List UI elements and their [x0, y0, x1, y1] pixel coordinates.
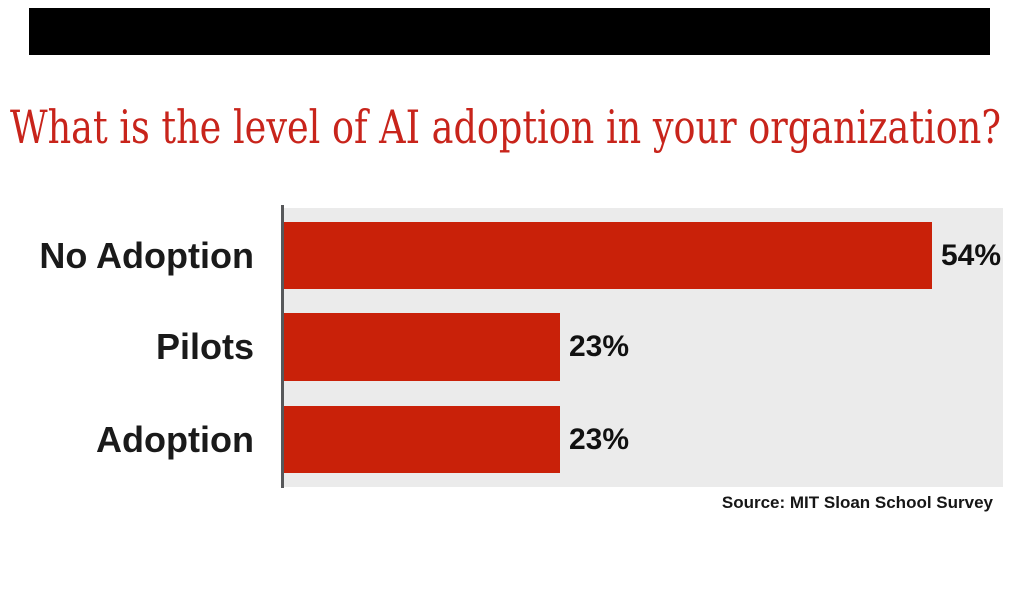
value-label: 23% [569, 330, 630, 363]
category-label: Pilots [155, 326, 254, 367]
chart-title: What is the level of AI adoption in your… [10, 100, 1001, 154]
bar-row: Pilots 23% [0, 313, 1024, 381]
y-axis-line [281, 205, 284, 488]
bar [284, 313, 560, 381]
top-black-banner [29, 8, 990, 55]
bar-row: Adoption 23% [0, 406, 1024, 473]
value-label: 54% [941, 238, 1002, 272]
bar-row: No Adoption 54% [0, 222, 1024, 289]
category-label: Adoption [96, 418, 254, 460]
value-label: 23% [569, 422, 630, 456]
source-attribution: Source: MIT Sloan School Survey [721, 493, 993, 512]
bar [284, 406, 560, 473]
category-label: No Adoption [39, 234, 254, 276]
bar [284, 222, 932, 289]
